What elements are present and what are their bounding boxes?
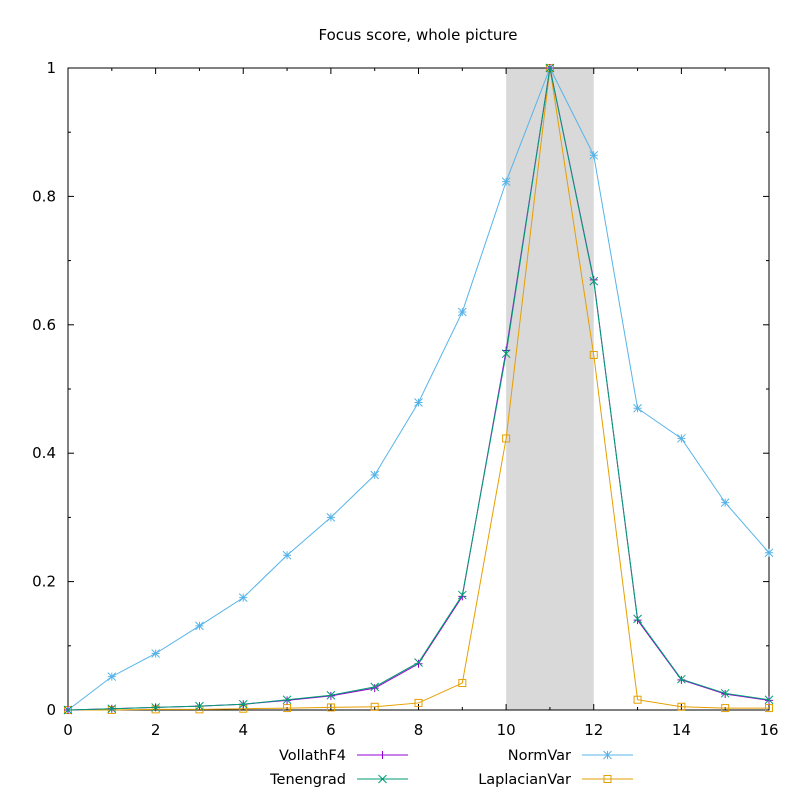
legend-item-laplacianvar: LaplacianVar — [478, 772, 633, 788]
legend-label-normvar: NormVar — [508, 748, 571, 764]
data-point-normvar — [590, 151, 598, 159]
x-tick-label: 2 — [151, 721, 161, 739]
data-point-normvar — [458, 308, 466, 316]
data-point-normvar — [677, 434, 685, 442]
x-tick-label: 10 — [497, 721, 516, 739]
series-normvar — [64, 64, 773, 714]
legend-marker-vollathf4 — [379, 751, 387, 759]
data-point-normvar — [634, 404, 642, 412]
legend-marker-normvar — [604, 751, 612, 759]
y-tick-label: 1 — [46, 59, 56, 77]
legend-label-laplacianvar: LaplacianVar — [478, 772, 571, 788]
data-point-normvar — [415, 398, 423, 406]
legend-item-normvar: NormVar — [508, 748, 633, 764]
series-line-normvar — [68, 68, 769, 710]
legend-item-vollathf4: VollathF4 — [279, 748, 408, 764]
y-tick-label: 0.4 — [32, 444, 56, 462]
data-point-normvar — [721, 499, 729, 507]
highlight-band — [506, 68, 594, 710]
x-tick-label: 0 — [63, 721, 73, 739]
x-tick-label: 16 — [759, 721, 778, 739]
data-point-normvar — [371, 471, 379, 479]
data-point-normvar — [502, 178, 510, 186]
data-point-normvar — [152, 650, 160, 658]
chart-title: Focus score, whole picture — [319, 26, 518, 44]
data-point-normvar — [765, 549, 773, 557]
y-tick-label: 0.6 — [32, 316, 56, 334]
data-point-normvar — [327, 513, 335, 521]
y-tick-label: 0 — [46, 701, 56, 719]
data-point-normvar — [283, 551, 291, 559]
plot-frame — [68, 68, 769, 710]
x-tick-label: 8 — [414, 721, 424, 739]
legend: VollathF4 Tenengrad NormVar LaplacianVar — [269, 748, 633, 788]
x-tick-label: 12 — [584, 721, 603, 739]
data-point-normvar — [108, 673, 116, 681]
series-laplacianvar — [65, 65, 773, 714]
series-line-tenengrad — [68, 68, 769, 710]
series-line-laplacianvar — [68, 68, 769, 710]
legend-label-vollathf4: VollathF4 — [279, 748, 346, 764]
series-vollathf4 — [64, 64, 773, 714]
legend-label-tenengrad: Tenengrad — [269, 772, 346, 788]
data-point-normvar — [195, 622, 203, 630]
series-tenengrad — [64, 64, 773, 714]
y-tick-label: 0.8 — [32, 187, 56, 205]
x-tick-label: 6 — [326, 721, 336, 739]
series-line-vollathf4 — [68, 68, 769, 710]
data-point-normvar — [239, 594, 247, 602]
x-tick-label: 14 — [672, 721, 691, 739]
legend-item-tenengrad: Tenengrad — [269, 772, 408, 788]
y-tick-label: 0.2 — [32, 573, 56, 591]
x-tick-label: 4 — [238, 721, 248, 739]
